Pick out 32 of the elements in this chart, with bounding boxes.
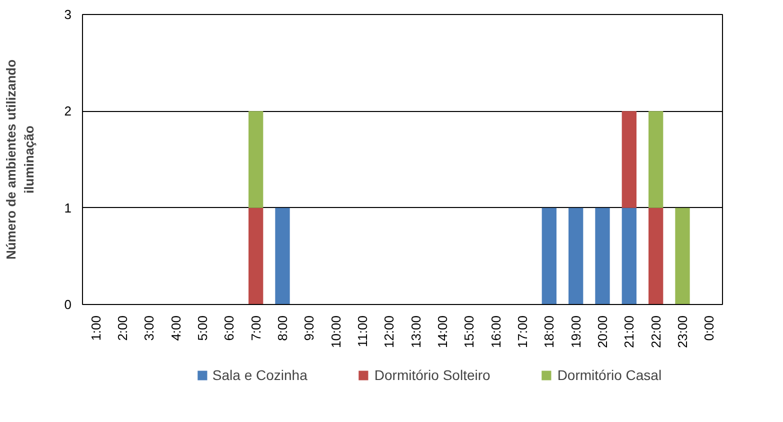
- legend-label: Dormitório Casal: [557, 367, 662, 383]
- x-tick-label: 3:00: [142, 315, 157, 341]
- x-tick-label: 23:00: [675, 315, 690, 348]
- legend-label: Sala e Cozinha: [212, 367, 308, 383]
- x-tick-label: 5:00: [195, 315, 210, 341]
- x-tick-label: 6:00: [222, 315, 237, 341]
- x-tick-label: 12:00: [382, 315, 397, 348]
- x-tick-label: 21:00: [622, 315, 637, 348]
- x-tick-label: 7:00: [248, 315, 264, 341]
- x-tick-label: 15:00: [462, 315, 477, 348]
- x-tick-label: 14:00: [435, 315, 450, 348]
- x-tick-label: 2:00: [115, 315, 130, 341]
- x-tick-label: 11:00: [355, 315, 370, 348]
- x-tick-label: 19:00: [568, 315, 584, 348]
- x-tick-label: 8:00: [275, 315, 290, 341]
- x-tick-label: 18:00: [542, 315, 557, 348]
- legend-label: Dormitório Solteiro: [374, 367, 490, 383]
- y-axis-title: Número de ambientes utilizando iluminação: [3, 59, 36, 260]
- x-tick-label: 9:00: [302, 315, 317, 341]
- x-tick-label: 20:00: [595, 315, 610, 348]
- y-tick-label: 2: [64, 104, 72, 119]
- x-tick-label: 13:00: [408, 315, 424, 348]
- x-tick-label: 0:00: [702, 315, 717, 341]
- y-tick-label: 0: [64, 297, 72, 312]
- y-tick-label: 3: [64, 7, 72, 22]
- y-tick-label: 1: [64, 200, 72, 216]
- x-tick-label: 17:00: [515, 315, 530, 348]
- x-tick-label: 1:00: [88, 315, 104, 341]
- x-tick-label: 16:00: [488, 315, 504, 348]
- x-tick-label: 22:00: [648, 315, 664, 348]
- x-tick-label: 4:00: [168, 315, 184, 341]
- x-tick-label: 10:00: [328, 315, 344, 348]
